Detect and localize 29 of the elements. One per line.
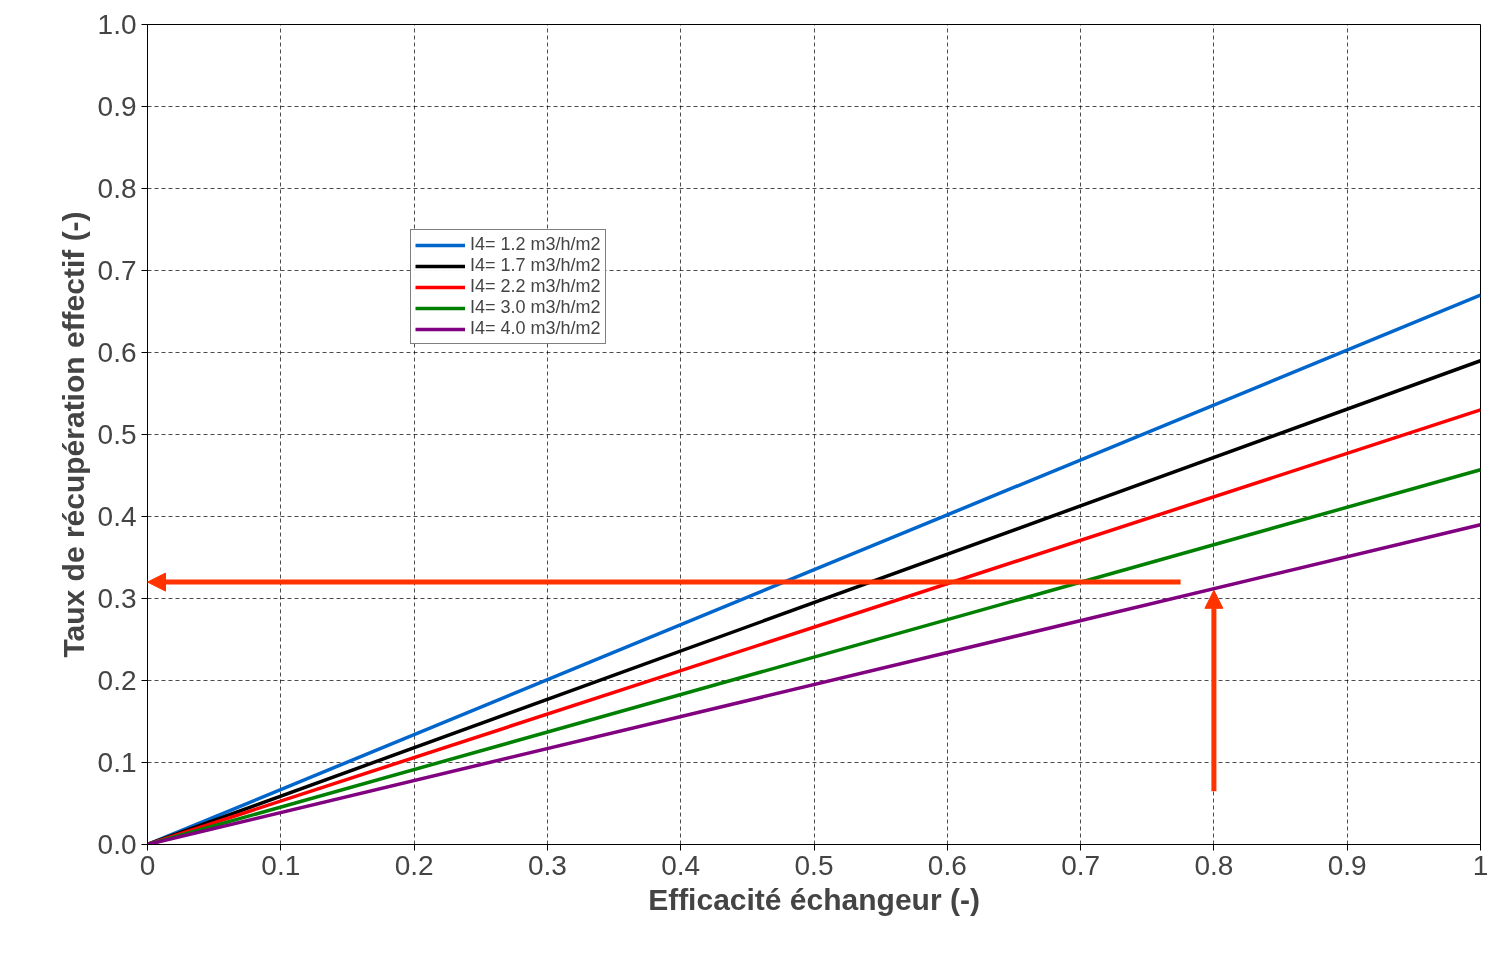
y-tick-label: 0.8	[97, 173, 137, 204]
y-tick-label: 1.0	[97, 9, 137, 40]
legend-label: I4= 1.2 m3/h/m2	[470, 234, 601, 255]
y-tick-label: 0.6	[97, 337, 137, 368]
x-tick-label: 0.4	[661, 849, 701, 881]
x-tick-label: 0.3	[527, 849, 567, 881]
x-tick-label: 0.1	[261, 849, 301, 881]
y-tick-label: 0.7	[97, 255, 137, 286]
y-tick-label: 0.9	[97, 91, 137, 122]
x-tick-label: 0.8	[1194, 849, 1234, 881]
y-tick-label: 0.2	[97, 665, 137, 696]
x-tick-label: 0	[139, 849, 156, 881]
legend-label: I4= 4.0 m3/h/m2	[470, 318, 601, 339]
legend-label: I4= 1.7 m3/h/m2	[470, 255, 601, 276]
x-axis-title: Efficacité échangeur (-)	[648, 882, 980, 916]
y-tick-label: 0.4	[97, 501, 137, 532]
y-tick-label: 0.5	[97, 419, 137, 450]
y-axis-title: Taux de récupération effectif (-)	[56, 211, 90, 658]
y-tick-label: 0.3	[97, 583, 137, 614]
y-tick-label: 0.0	[97, 829, 137, 860]
x-tick-label: 0.5	[794, 849, 834, 881]
x-tick-label: 1	[1472, 849, 1489, 881]
x-tick-label: 0.9	[1327, 849, 1367, 881]
x-tick-label: 0.6	[927, 849, 967, 881]
legend-label: I4= 3.0 m3/h/m2	[470, 297, 601, 318]
y-tick-label: 0.1	[97, 747, 137, 778]
x-tick-label: 0.2	[394, 849, 434, 881]
legend-label: I4= 2.2 m3/h/m2	[470, 276, 601, 297]
x-tick-label: 0.7	[1061, 849, 1101, 881]
